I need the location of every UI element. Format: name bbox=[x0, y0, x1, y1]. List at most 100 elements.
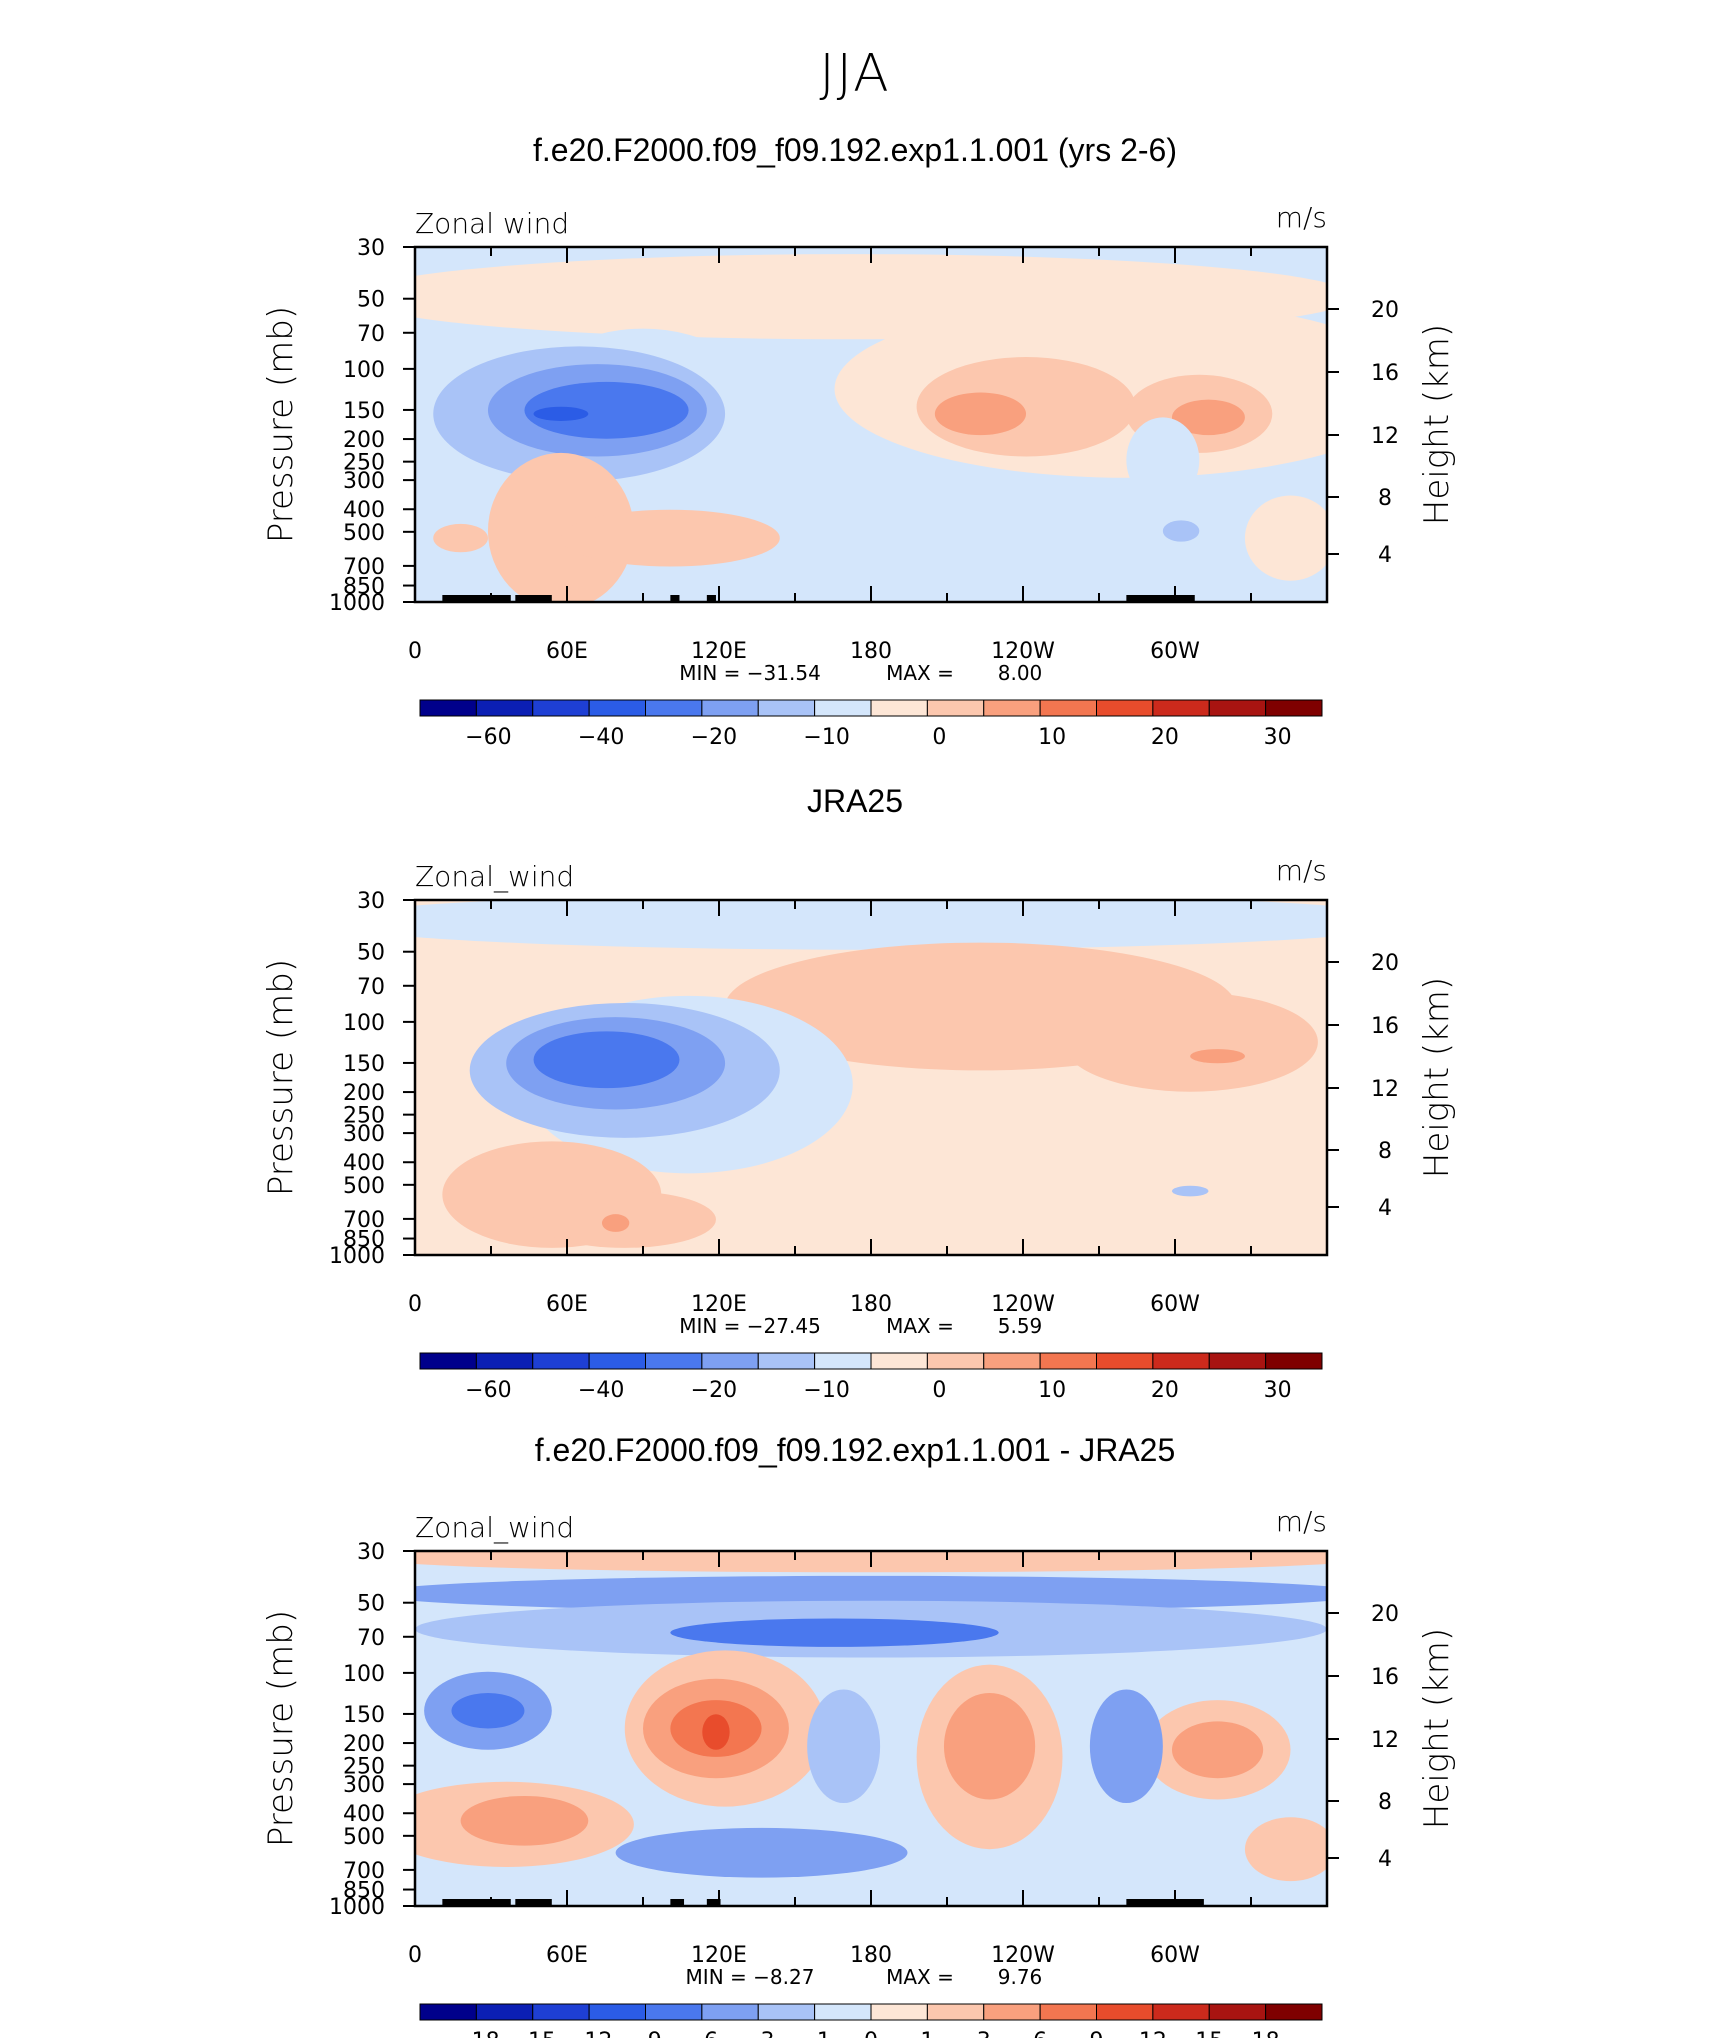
y2-tick-label-20: 20 bbox=[1371, 951, 1399, 976]
panel-1: 0 60E 120E 180 120W 60W3050701001502002503004… bbox=[261, 201, 1457, 750]
x-tick-label-180: 180 bbox=[850, 1943, 892, 1968]
colorbar-swatch-2 bbox=[532, 699, 590, 717]
y-tick-label-850: 850 bbox=[343, 575, 385, 600]
contour-region-14 bbox=[433, 523, 488, 553]
contour-region-19 bbox=[1244, 1817, 1327, 1882]
colorbar-swatch-5 bbox=[701, 2003, 759, 2021]
colorbar-swatch-12 bbox=[1096, 699, 1154, 717]
y-tick-label-100: 100 bbox=[343, 358, 385, 383]
colorbar-swatch-8 bbox=[870, 699, 928, 717]
colorbar-swatch-5 bbox=[701, 699, 759, 717]
colorbar-swatch-10 bbox=[983, 2003, 1041, 2021]
contour-region-15 bbox=[1126, 417, 1200, 503]
y-tick-label-70: 70 bbox=[357, 975, 385, 1000]
colorbar-swatch-2 bbox=[532, 1352, 590, 1370]
x-tick-label-180: 180 bbox=[850, 1292, 892, 1317]
colorbar-swatch-7 bbox=[814, 699, 872, 717]
x-tick-label-60E: 60E bbox=[546, 639, 588, 664]
y-tick-label-70: 70 bbox=[357, 1626, 385, 1651]
contour-region-13 bbox=[1171, 1721, 1264, 1779]
y2-tick-label-16: 16 bbox=[1371, 1665, 1399, 1690]
max-value: 5.59 bbox=[998, 1314, 1043, 1338]
colorbar-label-11: 9 bbox=[1090, 2029, 1104, 2038]
colorbar-swatch-4 bbox=[645, 1352, 703, 1370]
y-tick-label-400: 400 bbox=[343, 1151, 385, 1176]
y-tick-label-150: 150 bbox=[343, 1052, 385, 1077]
colorbar-swatch-7 bbox=[814, 1352, 872, 1370]
y-tick-label-500: 500 bbox=[343, 1174, 385, 1199]
panel-3: 0 60E 120E 180 120W 60W3050701001502002503004… bbox=[261, 1505, 1457, 2038]
contour-field bbox=[415, 1551, 1327, 1906]
colorbar-label-3: −10 bbox=[803, 1378, 849, 1403]
contour-region-7 bbox=[533, 1031, 680, 1089]
topography-block-3 bbox=[670, 595, 680, 602]
colorbar-swatch-13 bbox=[1152, 1352, 1210, 1370]
colorbar-label-6: 20 bbox=[1151, 725, 1179, 750]
x-tick-label-60E: 60E bbox=[546, 1943, 588, 1968]
topography-block-5 bbox=[1126, 595, 1195, 602]
units-label: m/s bbox=[1276, 854, 1327, 887]
x-tick-label-60W: 60W bbox=[1150, 1943, 1200, 1968]
contour-region-11 bbox=[1171, 1185, 1209, 1197]
colorbar: −60 −40 −20 −10 0 10 20 30 bbox=[419, 1352, 1323, 1403]
x-tick-label-120W: 120W bbox=[991, 639, 1055, 664]
contour-region-9 bbox=[702, 1714, 730, 1750]
y-tick-label-300: 300 bbox=[343, 469, 385, 494]
y2-tick-label-12: 12 bbox=[1371, 1077, 1399, 1102]
colorbar-label-5: 10 bbox=[1038, 1378, 1066, 1403]
colorbar-swatch-14 bbox=[1208, 2003, 1267, 2021]
topography-block-4 bbox=[706, 1899, 721, 1906]
units-label: m/s bbox=[1276, 1505, 1327, 1538]
y-tick-label-700: 700 bbox=[343, 1859, 385, 1884]
min-label: MIN = −31.54 bbox=[679, 661, 821, 685]
colorbar-swatch-10 bbox=[983, 1352, 1041, 1370]
colorbar-label-0: −60 bbox=[465, 725, 511, 750]
colorbar-swatch-9 bbox=[926, 1352, 985, 1370]
panel-2-title: JRA25 bbox=[806, 783, 904, 819]
y-axis-title: Pressure (mb) bbox=[261, 306, 301, 543]
units-label: m/s bbox=[1276, 201, 1327, 234]
x-tick-label-180: 180 bbox=[850, 639, 892, 664]
topography-block-0 bbox=[442, 595, 511, 602]
y-tick-label-30: 30 bbox=[357, 236, 385, 261]
colorbar-label-4: 0 bbox=[932, 725, 946, 750]
colorbar-swatch-15 bbox=[1265, 1352, 1323, 1370]
colorbar-swatch-14 bbox=[1208, 699, 1267, 717]
y-tick-label-100: 100 bbox=[343, 1662, 385, 1687]
topography-block-1 bbox=[487, 1899, 507, 1906]
contour-region-5 bbox=[451, 1693, 525, 1729]
y2-tick-label-12: 12 bbox=[1371, 1728, 1399, 1753]
y-tick-label-200: 200 bbox=[343, 1081, 385, 1106]
contour-region-7 bbox=[533, 406, 589, 421]
colorbar-swatch-12 bbox=[1096, 2003, 1154, 2021]
y-tick-label-1000: 1000 bbox=[329, 1244, 385, 1269]
x-tick-label-0: 0 bbox=[408, 1292, 422, 1317]
contour-region-12 bbox=[487, 452, 634, 602]
y2-tick-label-4: 4 bbox=[1378, 543, 1392, 568]
colorbar-swatch-5 bbox=[701, 1352, 759, 1370]
topography-block-5 bbox=[1126, 1899, 1204, 1906]
contour-region-3 bbox=[670, 1618, 999, 1647]
colorbar-label-1: −40 bbox=[578, 1378, 624, 1403]
topography-block-3 bbox=[670, 1899, 685, 1906]
y-tick-label-50: 50 bbox=[357, 1592, 385, 1617]
contour-region-1 bbox=[415, 1575, 1327, 1612]
max-value: 8.00 bbox=[998, 661, 1043, 685]
colorbar-label-5: 10 bbox=[1038, 725, 1066, 750]
colorbar-swatch-8 bbox=[870, 1352, 928, 1370]
contour-region-11 bbox=[1171, 399, 1245, 436]
colorbar-swatch-12 bbox=[1096, 1352, 1154, 1370]
colorbar-label-3: −10 bbox=[803, 725, 849, 750]
panel-3-title: f.e20.F2000.f09_f09.192.exp1.1.001 - JRA… bbox=[534, 1432, 1176, 1468]
contour-region-0 bbox=[415, 900, 1327, 950]
y2-tick-label-8: 8 bbox=[1378, 1790, 1392, 1815]
colorbar-swatch-11 bbox=[1039, 699, 1097, 717]
colorbar-swatch-1 bbox=[475, 699, 534, 717]
y-tick-label-500: 500 bbox=[343, 521, 385, 546]
y-tick-label-850: 850 bbox=[343, 1228, 385, 1253]
colorbar-label-7: 0 bbox=[864, 2029, 878, 2038]
colorbar-label-6: −1 bbox=[798, 2029, 830, 2038]
y-tick-label-250: 250 bbox=[343, 1104, 385, 1129]
colorbar-swatch-14 bbox=[1208, 1352, 1267, 1370]
